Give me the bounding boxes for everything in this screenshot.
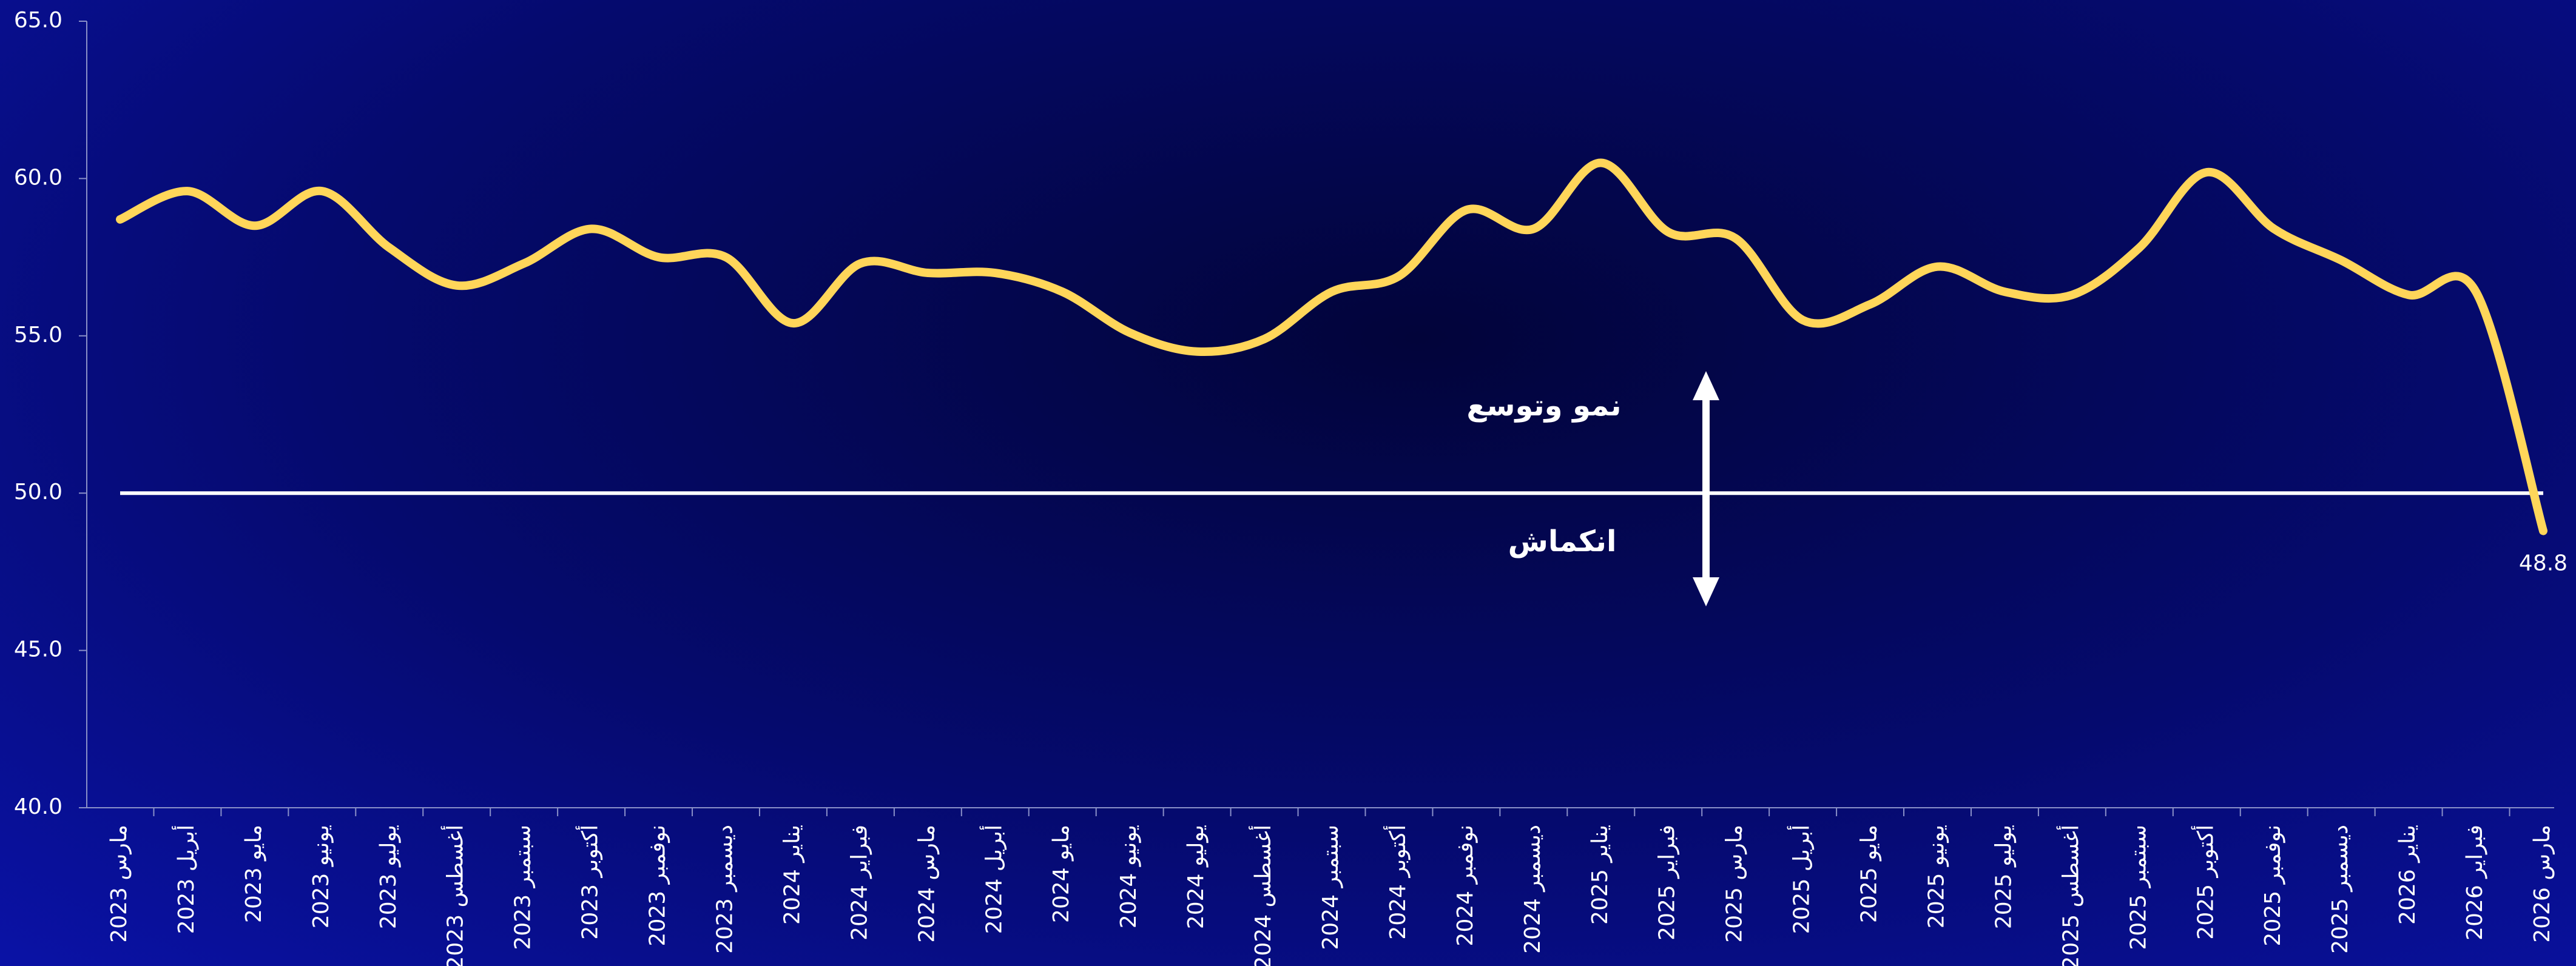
y-tick-label: 50.0 bbox=[14, 480, 62, 505]
x-tick-label: سبتمبر 2023 bbox=[511, 825, 536, 950]
x-tick-label: أبريل 2023 bbox=[172, 825, 199, 934]
x-tick-label: أكتوبر 2024 bbox=[1383, 825, 1411, 940]
x-tick-label: مايو 2025 bbox=[1857, 825, 1882, 923]
x-tick-label: يوليو 2024 bbox=[1184, 825, 1209, 929]
x-tick-label: أكتوبر 2025 bbox=[2191, 825, 2218, 940]
x-tick-label: يناير 2026 bbox=[2395, 825, 2420, 925]
x-tick-label: يناير 2024 bbox=[780, 825, 804, 925]
x-tick-label: أغسطس 2025 bbox=[2056, 825, 2083, 966]
x-tick-label: أغسطس 2024 bbox=[1249, 825, 1276, 966]
x-tick-label: نوفمبر 2024 bbox=[1453, 825, 1478, 946]
y-tick-label: 65.0 bbox=[14, 8, 62, 33]
x-tick-label: فبراير 2024 bbox=[847, 825, 872, 941]
x-tick-label: سبتمبر 2024 bbox=[1318, 825, 1343, 950]
x-tick-label: أكتوبر 2023 bbox=[576, 825, 603, 940]
x-tick-label: ديسمبر 2024 bbox=[1520, 825, 1545, 954]
line bbox=[116, 158, 2547, 535]
y-tick-label: 45.0 bbox=[14, 637, 62, 662]
x-tick-label: يناير 2025 bbox=[1588, 825, 1613, 925]
x-tick-label: نوفمبر 2025 bbox=[2261, 825, 2285, 946]
annotation: نمو وتوسع bbox=[1467, 389, 1622, 423]
data-label: 48.8 bbox=[2519, 551, 2568, 575]
y-tick-label: 55.0 bbox=[14, 323, 62, 347]
double-arrow bbox=[1693, 371, 1719, 606]
x-tick-label: يوليو 2025 bbox=[1991, 825, 2016, 929]
x-tick-label: نوفمبر 2023 bbox=[646, 825, 670, 946]
annotation: انكماش bbox=[1508, 525, 1617, 558]
x-tick-label: فبراير 2025 bbox=[1655, 825, 1680, 941]
x-tick-label: أغسطس 2023 bbox=[441, 825, 468, 966]
x-tick-label: يوليو 2023 bbox=[376, 825, 401, 929]
x-tick-label: مارس 2024 bbox=[914, 825, 939, 943]
x-tick-label: يونيو 2024 bbox=[1116, 825, 1141, 928]
x-tick-label: ديسمبر 2023 bbox=[713, 825, 738, 954]
y-tick-label: 40.0 bbox=[14, 794, 62, 819]
x-tick-label: أبريل 2025 bbox=[1787, 825, 1815, 934]
x-tick-label: ديسمبر 2025 bbox=[2328, 825, 2353, 954]
x-tick-label: فبراير 2026 bbox=[2463, 825, 2487, 941]
x-tick-label: مارس 2023 bbox=[107, 825, 132, 943]
y-tick-label: 60.0 bbox=[14, 165, 62, 190]
x-tick-label: يونيو 2023 bbox=[309, 825, 334, 928]
x-tick-label: سبتمبر 2025 bbox=[2126, 825, 2151, 950]
x-tick-label: أبريل 2024 bbox=[979, 825, 1006, 934]
x-tick-label: مايو 2023 bbox=[241, 825, 266, 923]
x-tick-label: مارس 2026 bbox=[2530, 825, 2555, 943]
x-tick-label: مايو 2024 bbox=[1049, 825, 1074, 923]
x-tick-label: مارس 2025 bbox=[1722, 825, 1747, 943]
x-tick-label: يونيو 2025 bbox=[1924, 825, 1949, 928]
